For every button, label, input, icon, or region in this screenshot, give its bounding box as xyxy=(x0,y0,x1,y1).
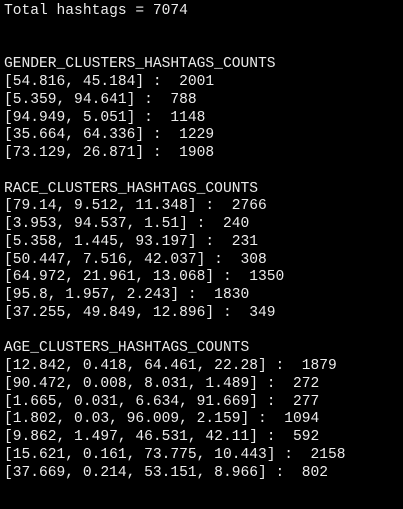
output-line: [3.953, 94.537, 1.51] : 240 xyxy=(4,216,250,232)
section-title: RACE_CLUSTERS_HASHTAGS_COUNTS xyxy=(4,180,258,197)
sections: GENDER_CLUSTERS_HASHTAGS_COUNTS [54.816, … xyxy=(4,56,403,482)
output-line: [1.665, 0.031, 6.634, 91.669] : 277 xyxy=(4,393,320,410)
output-line: [37.669, 0.214, 53.151, 8.966] : 802 xyxy=(4,464,329,481)
blank-line xyxy=(4,323,403,341)
output-line: [35.664, 64.336] : 1229 xyxy=(4,127,215,144)
output-line: [1.802, 0.03, 96.009, 2.159] : 1094 xyxy=(4,411,320,428)
output-line: [73.129, 26.871] : 1908 xyxy=(4,145,215,161)
total-line: Total hashtags = 7074 xyxy=(4,3,188,19)
section-title: AGE_CLUSTERS_HASHTAGS_COUNTS xyxy=(4,340,250,357)
blank-line xyxy=(4,163,403,181)
output-line: [9.862, 1.497, 46.531, 42.11] : 592 xyxy=(4,429,320,445)
output-line: [90.472, 0.008, 8.031, 1.489] : 272 xyxy=(4,375,320,392)
section-title: GENDER_CLUSTERS_HASHTAGS_COUNTS xyxy=(4,56,276,73)
output-line: [95.8, 1.957, 2.243] : 1830 xyxy=(4,287,250,303)
output-line: [94.949, 5.051] : 1148 xyxy=(4,109,206,126)
output-line: [15.621, 0.161, 73.775, 10.443] : 2158 xyxy=(4,446,346,463)
output-line: [37.255, 49.849, 12.896] : 349 xyxy=(4,304,276,321)
output-line: [12.842, 0.418, 64.461, 22.28] : 1879 xyxy=(4,358,337,374)
output-line: [5.358, 1.445, 93.197] : 231 xyxy=(4,233,258,250)
output-line: [54.816, 45.184] : 2001 xyxy=(4,74,215,90)
output-line: [50.447, 7.516, 42.037] : 308 xyxy=(4,251,267,268)
output-line: [79.14, 9.512, 11.348] : 2766 xyxy=(4,198,267,215)
output-line: [64.972, 21.961, 13.068] : 1350 xyxy=(4,269,285,286)
output-line: [5.359, 94.641] : 788 xyxy=(4,91,197,108)
